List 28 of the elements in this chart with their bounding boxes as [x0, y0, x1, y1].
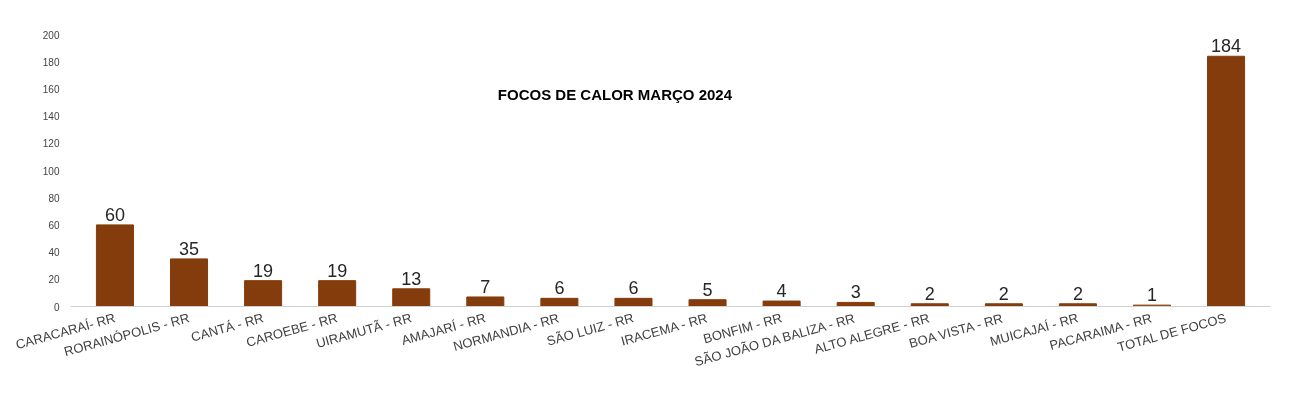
y-tick-label: 80 — [48, 192, 60, 204]
data-label: 6 — [628, 278, 639, 299]
data-label: 13 — [401, 268, 422, 289]
data-label: 184 — [1211, 36, 1242, 57]
y-tick-label: 100 — [42, 165, 60, 177]
y-tick-label: 40 — [48, 247, 60, 259]
y-tick-label: 200 — [42, 29, 60, 41]
data-label: 3 — [850, 282, 861, 303]
data-label: 19 — [327, 260, 348, 281]
data-label: 4 — [776, 281, 787, 302]
data-label: 19 — [253, 260, 274, 281]
y-tick-label: 160 — [42, 83, 60, 95]
data-label: 2 — [924, 283, 935, 304]
data-label: 2 — [1072, 283, 1083, 304]
y-tick-label: 20 — [48, 274, 60, 286]
data-label: 60 — [104, 204, 125, 225]
y-tick-label: 0 — [53, 301, 60, 313]
data-label: 7 — [480, 276, 491, 297]
data-label: 2 — [998, 283, 1009, 304]
y-tick-label: 140 — [42, 111, 60, 123]
data-label: 5 — [702, 279, 713, 300]
data-label: 6 — [554, 278, 565, 299]
y-tick-label: 180 — [42, 56, 60, 68]
y-tick-label: 120 — [42, 138, 60, 150]
data-label: 1 — [1146, 285, 1157, 306]
data-label: 35 — [179, 238, 200, 259]
y-tick-label: 60 — [48, 219, 60, 231]
text: FOCOS DE CALOR MARÇO 2024 — [497, 85, 733, 103]
